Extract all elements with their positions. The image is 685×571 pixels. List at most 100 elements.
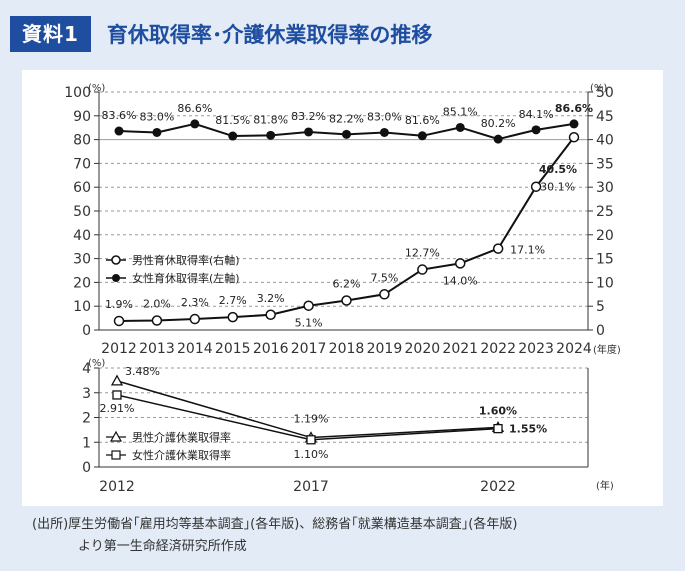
axis-tick-label: 3 (82, 386, 91, 402)
legend-women-care-label: 女性介護休業取得率 (132, 448, 231, 462)
right-axis-tick-label: 45 (596, 109, 614, 125)
x-tick-label: 2023 (518, 341, 554, 355)
men-childcare-label: 2.7% (219, 294, 247, 307)
x-axis-unit: (年) (596, 479, 614, 492)
women-childcare-point (417, 131, 427, 141)
men-childcare-point (455, 258, 466, 269)
right-axis-tick-label: 5 (596, 299, 605, 315)
women-childcare-point (569, 119, 579, 129)
source-note: (出所)厚生労働省｢雇用均等基本調査｣(各年版)、総務省｢就業構造基本調査｣(各… (32, 514, 517, 558)
x-tick-label: 2020 (405, 341, 441, 355)
women-childcare-point (266, 130, 276, 140)
women-care-point (493, 423, 503, 434)
right-axis-tick-label: 10 (596, 275, 614, 291)
women-childcare-point (455, 122, 465, 132)
men-childcare-point (530, 181, 542, 192)
men-childcare-point (379, 289, 390, 300)
men-childcare-label: 5.1% (295, 317, 323, 330)
left-axis-tick-label: 60 (73, 180, 91, 196)
women-childcare-label: 80.2% (481, 117, 516, 130)
men-care-line (116, 380, 499, 439)
men-childcare-label: 14.0% (443, 274, 478, 287)
men-childcare-label: 30.1% (540, 181, 575, 194)
women-care-label: 2.91% (100, 402, 135, 415)
left-axis-unit: (%) (88, 83, 105, 94)
left-axis-tick-label: 70 (73, 156, 91, 172)
legend-women-label: 女性育休取得率(左軸) (132, 271, 240, 285)
women-childcare-label: 81.6% (405, 114, 440, 127)
men-childcare-point (189, 313, 201, 325)
men-childcare-point (113, 315, 125, 327)
x-tick-label: 2022 (480, 479, 516, 495)
women-childcare-point (379, 127, 389, 137)
axis-tick-label: 4 (82, 361, 91, 377)
women-childcare-label: 86.6% (177, 102, 212, 115)
left-axis-tick-label: 100 (64, 85, 91, 101)
right-axis-tick-label: 25 (596, 204, 614, 220)
women-childcare-label: 83.0% (367, 110, 402, 123)
x-tick-label: 2022 (480, 341, 516, 355)
women-childcare-label: 82.2% (329, 112, 364, 125)
men-childcare-point (492, 243, 504, 254)
left-axis-tick-label: 30 (73, 252, 91, 268)
men-care-point (110, 374, 124, 386)
left-axis-tick-label: 80 (73, 133, 91, 149)
legend-men-care-label: 男性介護休業取得率 (132, 430, 231, 444)
women-care-point (306, 435, 316, 445)
x-tick-label: 2021 (442, 341, 478, 355)
x-tick-label: 2018 (329, 341, 365, 355)
women-childcare-label: 83.6% (102, 109, 137, 122)
women-childcare-label: 81.5% (215, 114, 250, 127)
women-childcare-point (114, 126, 124, 136)
men-childcare-label: 40.5% (539, 163, 577, 176)
legend-women-marker (112, 274, 120, 282)
x-tick-label: 2017 (293, 479, 329, 495)
x-tick-label: 2014 (177, 341, 213, 355)
women-care-point (112, 390, 122, 400)
men-childcare-point (265, 309, 276, 321)
x-tick-label: 2012 (99, 479, 135, 495)
x-tick-label: 2024 (556, 341, 592, 355)
women-childcare-point (152, 127, 162, 137)
right-axis-tick-label: 40 (596, 133, 614, 149)
women-childcare-label: 83.2% (291, 110, 326, 123)
nursing-care-leave-chart: 0 1 2 3 4(%) 2012 2017 2022 (年) 3.48% 1.19% 1.60% 2.… (82, 358, 614, 495)
men-care-label: 3.48% (125, 365, 160, 378)
left-axis-tick-label: 10 (73, 299, 91, 315)
men-care-label: 1.60% (479, 404, 517, 417)
x-tick-label: 2019 (367, 341, 403, 355)
childcare-leave-chart: 0 10 20 30 40 50 60 70 80 90 100 0 5 10 15 20 25 30 35 40 45… (64, 83, 621, 357)
right-axis-tick-label: 50 (596, 85, 614, 101)
men-childcare-point (151, 315, 163, 326)
legend-men-marker (111, 255, 121, 265)
women-childcare-label: 86.6% (555, 102, 593, 115)
men-childcare-label: 6.2% (333, 277, 361, 290)
x-tick-label: 2013 (139, 341, 175, 355)
women-childcare-label: 85.1% (443, 105, 478, 118)
legend-men-label: 男性育休取得率(右軸) (132, 253, 240, 267)
axis-tick-label: 1 (82, 435, 91, 451)
women-childcare-point (531, 125, 541, 135)
women-childcare-point (493, 134, 503, 144)
men-childcare-label: 17.1% (510, 244, 545, 257)
figure-title: 育休取得率･介護休業取得率の推移 (106, 23, 433, 47)
axis-tick-label: 0 (82, 460, 91, 476)
x-tick-label: 2015 (215, 341, 251, 355)
men-childcare-point (341, 295, 352, 306)
women-childcare-label: 84.1% (519, 108, 554, 121)
left-axis-tick-label: 0 (82, 323, 91, 339)
x-tick-label: 2016 (253, 341, 289, 355)
women-childcare-point (342, 129, 351, 139)
men-childcare-label: 7.5% (370, 271, 398, 284)
men-childcare-label: 2.0% (143, 297, 171, 310)
legend-women-care-marker (111, 450, 121, 460)
right-axis-tick-label: 35 (596, 156, 614, 172)
men-childcare-point (568, 131, 580, 143)
men-childcare-point (303, 300, 314, 311)
figure-header: 資料1 育休取得率･介護休業取得率の推移 (10, 14, 432, 54)
men-childcare-label: 3.2% (257, 292, 285, 305)
men-childcare-label: 2.3% (181, 296, 209, 309)
women-childcare-point (304, 127, 314, 137)
right-axis-tick-label: 30 (596, 180, 614, 196)
left-axis-tick-label: 20 (73, 275, 91, 291)
